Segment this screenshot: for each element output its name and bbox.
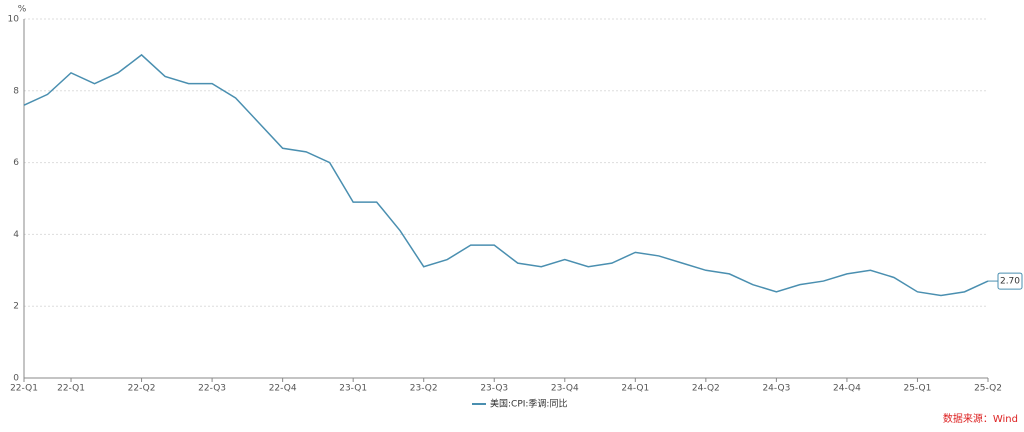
x-tick-label: 24-Q3 — [762, 384, 790, 394]
x-tick-label: 22-Q4 — [269, 384, 297, 394]
y-unit: % — [18, 5, 27, 15]
x-tick-label: 24-Q4 — [833, 384, 861, 394]
source: 数据来源：Wind — [943, 412, 1018, 425]
x-tick-label: 22-Q3 — [198, 384, 226, 394]
y-tick-label: 0 — [13, 374, 19, 384]
x-tick-label: 22-Q1 — [57, 384, 85, 394]
x-tick-label: 23-Q1 — [339, 384, 367, 394]
x-tick-label: 23-Q2 — [410, 384, 438, 394]
x-tick-label: 25-Q1 — [904, 384, 932, 394]
series-line — [23, 53, 989, 297]
x-tick-label: 23-Q4 — [551, 384, 579, 394]
x-tick-label: 24-Q2 — [692, 384, 720, 394]
y-tick-label: 10 — [8, 15, 20, 25]
y-tick-label: 2 — [13, 302, 19, 312]
x-tick-label: 23-Q3 — [480, 384, 508, 394]
x-tick-label: 24-Q1 — [621, 384, 649, 394]
value-label: 2.70 — [1000, 277, 1020, 287]
x-tick-label: 22-Q1 — [10, 384, 38, 394]
y-tick-label: 4 — [13, 230, 19, 240]
x-tick-label: 25-Q2 — [974, 384, 1002, 394]
legend-label: 美国:CPI:季调:同比 — [490, 398, 567, 410]
x-tick-label: 22-Q2 — [128, 384, 156, 394]
y-tick-label: 6 — [13, 158, 19, 168]
y-tick-label: 8 — [13, 86, 19, 96]
